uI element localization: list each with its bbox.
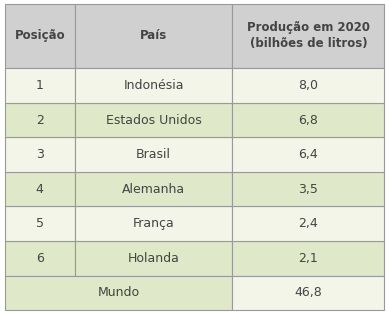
Text: Brasil: Brasil — [136, 148, 171, 161]
Bar — [75, 103, 233, 137]
Text: 6,4: 6,4 — [298, 148, 318, 161]
Bar — [75, 241, 233, 276]
Text: 2,4: 2,4 — [298, 217, 318, 230]
Bar — [5, 68, 75, 103]
Text: Indonésia: Indonésia — [123, 79, 184, 92]
Bar — [5, 137, 75, 172]
Text: Estados Unidos: Estados Unidos — [106, 114, 202, 127]
Bar — [75, 172, 233, 207]
Text: 3,5: 3,5 — [298, 183, 318, 196]
Text: França: França — [133, 217, 175, 230]
Bar — [233, 241, 384, 276]
Bar — [233, 68, 384, 103]
Bar — [233, 103, 384, 137]
Bar — [75, 68, 233, 103]
Bar — [233, 207, 384, 241]
Text: 8,0: 8,0 — [298, 79, 319, 92]
Bar — [5, 276, 233, 310]
Bar — [233, 276, 384, 310]
Bar — [233, 137, 384, 172]
Bar — [5, 241, 75, 276]
Text: País: País — [140, 30, 167, 42]
Bar — [5, 172, 75, 207]
Text: 2: 2 — [36, 114, 44, 127]
Text: Mundo: Mundo — [98, 286, 140, 300]
Text: 1: 1 — [36, 79, 44, 92]
Text: 3: 3 — [36, 148, 44, 161]
Text: 2,1: 2,1 — [298, 252, 318, 265]
Text: Posição: Posição — [14, 30, 65, 42]
Text: 5: 5 — [36, 217, 44, 230]
Bar — [5, 207, 75, 241]
Bar — [75, 4, 233, 68]
Bar — [75, 137, 233, 172]
Bar — [5, 103, 75, 137]
Bar — [75, 207, 233, 241]
Text: 6: 6 — [36, 252, 44, 265]
Text: 46,8: 46,8 — [294, 286, 322, 300]
Text: 4: 4 — [36, 183, 44, 196]
Bar — [5, 4, 75, 68]
Text: Alemanha: Alemanha — [122, 183, 185, 196]
Bar — [233, 172, 384, 207]
Text: Produção em 2020
(bilhões de litros): Produção em 2020 (bilhões de litros) — [247, 21, 370, 51]
Text: Holanda: Holanda — [128, 252, 180, 265]
Text: 6,8: 6,8 — [298, 114, 318, 127]
Bar — [233, 4, 384, 68]
